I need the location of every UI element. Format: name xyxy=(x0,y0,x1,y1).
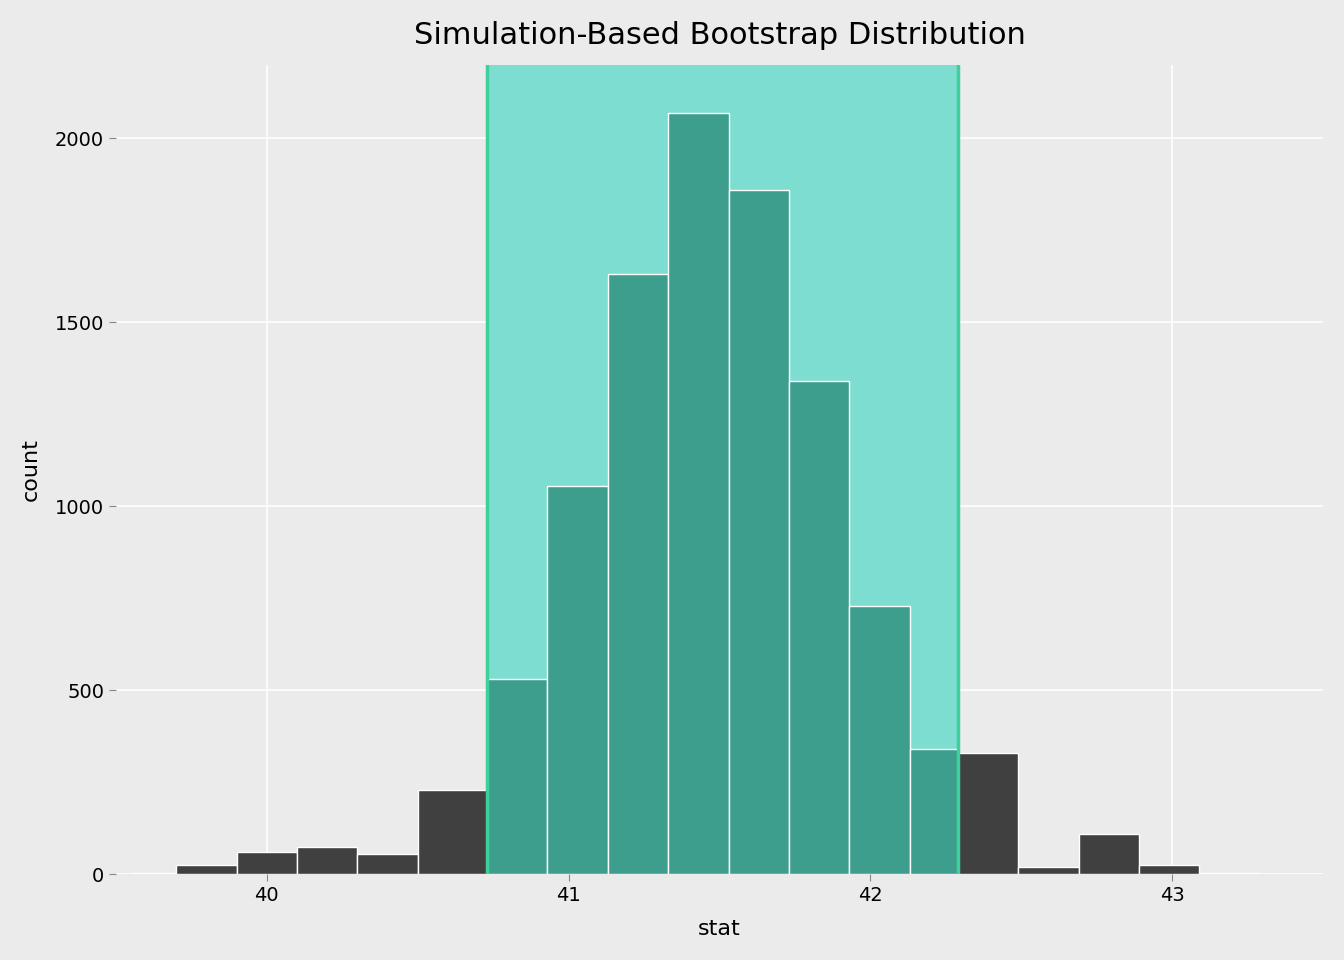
Bar xyxy=(958,753,1019,875)
Bar xyxy=(789,381,849,875)
Bar xyxy=(668,112,728,875)
Bar xyxy=(547,486,607,875)
Bar xyxy=(237,852,297,875)
Bar xyxy=(910,750,958,875)
Y-axis label: count: count xyxy=(22,438,40,501)
Bar xyxy=(849,606,910,875)
Bar xyxy=(487,64,958,875)
Bar xyxy=(487,680,547,875)
Bar xyxy=(130,873,176,875)
Bar xyxy=(418,790,487,875)
Bar xyxy=(358,854,418,875)
Bar xyxy=(607,275,668,875)
X-axis label: stat: stat xyxy=(698,919,741,939)
Bar xyxy=(1140,865,1199,875)
Bar xyxy=(297,847,358,875)
Bar xyxy=(1079,834,1140,875)
Bar xyxy=(728,190,789,875)
Bar xyxy=(176,865,237,875)
Bar xyxy=(1199,874,1259,875)
Title: Simulation-Based Bootstrap Distribution: Simulation-Based Bootstrap Distribution xyxy=(414,21,1025,50)
Bar xyxy=(1019,867,1079,875)
